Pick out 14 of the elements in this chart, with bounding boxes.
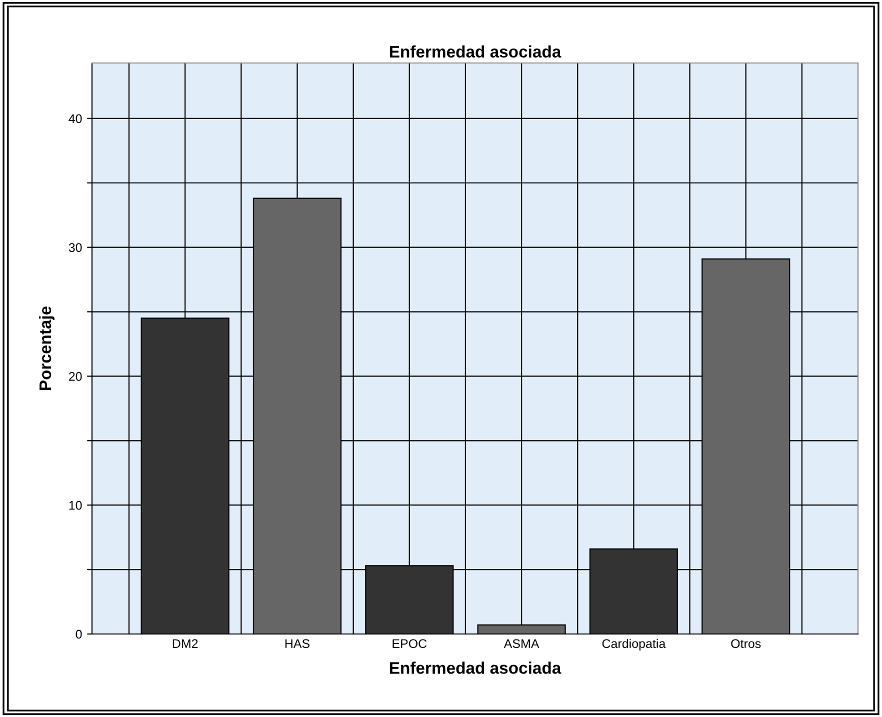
y-tick-label: 10 xyxy=(69,500,82,510)
x-tick-label: EPOC xyxy=(392,639,427,648)
x-tick-label: Otros xyxy=(731,639,761,648)
y-tick-label: 20 xyxy=(69,372,82,381)
x-tick-label: DM2 xyxy=(172,639,198,648)
y-tick-label: 40 xyxy=(68,114,82,124)
x-tick-label: ASMA xyxy=(504,639,540,648)
y-axis-title: Porcentaje xyxy=(38,306,54,390)
x-tick-label: Cardiopatia xyxy=(602,638,666,651)
chart-title: Enfermedad asociada xyxy=(390,45,562,58)
y-tick-label: 30 xyxy=(68,243,82,252)
x-tick-label: HAS xyxy=(285,639,310,648)
y-tick-label: 0 xyxy=(76,630,82,639)
x-axis-title: Enfermedad asociada xyxy=(390,662,562,674)
